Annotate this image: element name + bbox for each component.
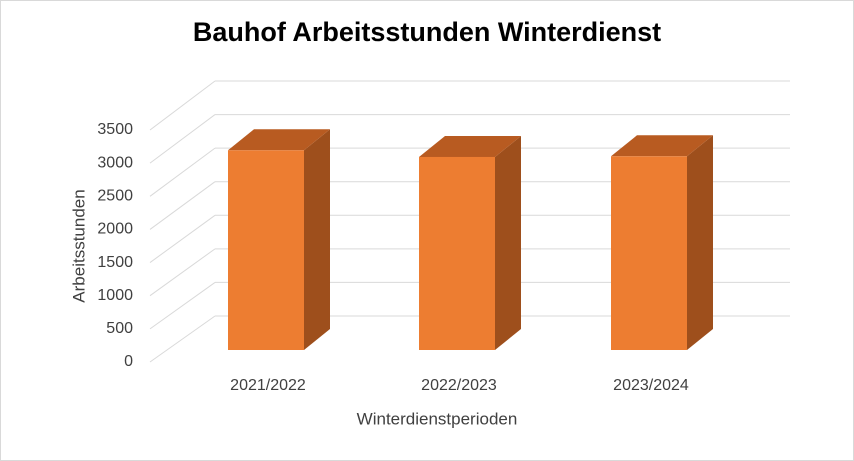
y-tick-label: 2000 — [97, 221, 133, 238]
grid-line-floor — [149, 114, 216, 164]
y-tick-label: 500 — [106, 320, 133, 337]
bar-top — [228, 129, 330, 151]
y-tick-label: 1500 — [97, 254, 133, 271]
x-tick-label: 2021/2022 — [230, 377, 306, 394]
y-axis-label: Arbeitsstunden — [69, 189, 88, 302]
y-tick-label: 3500 — [97, 121, 133, 138]
y-tick-label: 3000 — [97, 154, 133, 171]
bar — [419, 156, 495, 350]
y-tick-label: 2500 — [97, 188, 133, 205]
bar-side — [687, 135, 713, 350]
x-axis-label: Winterdienstperioden — [357, 409, 518, 428]
bar-side — [304, 129, 330, 350]
bar — [228, 150, 304, 350]
grid-line-floor — [149, 214, 216, 263]
grid-line-floor — [149, 80, 216, 131]
grid-line-floor — [149, 315, 216, 363]
grid-line-floor — [149, 282, 216, 330]
bar-top — [611, 135, 713, 157]
chart-title: Bauhof Arbeitsstunden Winterdienst — [193, 17, 661, 47]
bar — [611, 156, 687, 350]
y-tick-label: 0 — [124, 353, 133, 370]
grid-line-floor — [149, 181, 216, 230]
x-tick-label: 2022/2023 — [421, 377, 497, 394]
grid-line-floor — [149, 248, 216, 297]
grid-line-floor — [149, 147, 216, 197]
y-tick-label: 1000 — [97, 287, 133, 304]
x-tick-label: 2023/2024 — [613, 377, 689, 394]
bar-top — [419, 135, 521, 157]
bar-side — [495, 135, 521, 350]
